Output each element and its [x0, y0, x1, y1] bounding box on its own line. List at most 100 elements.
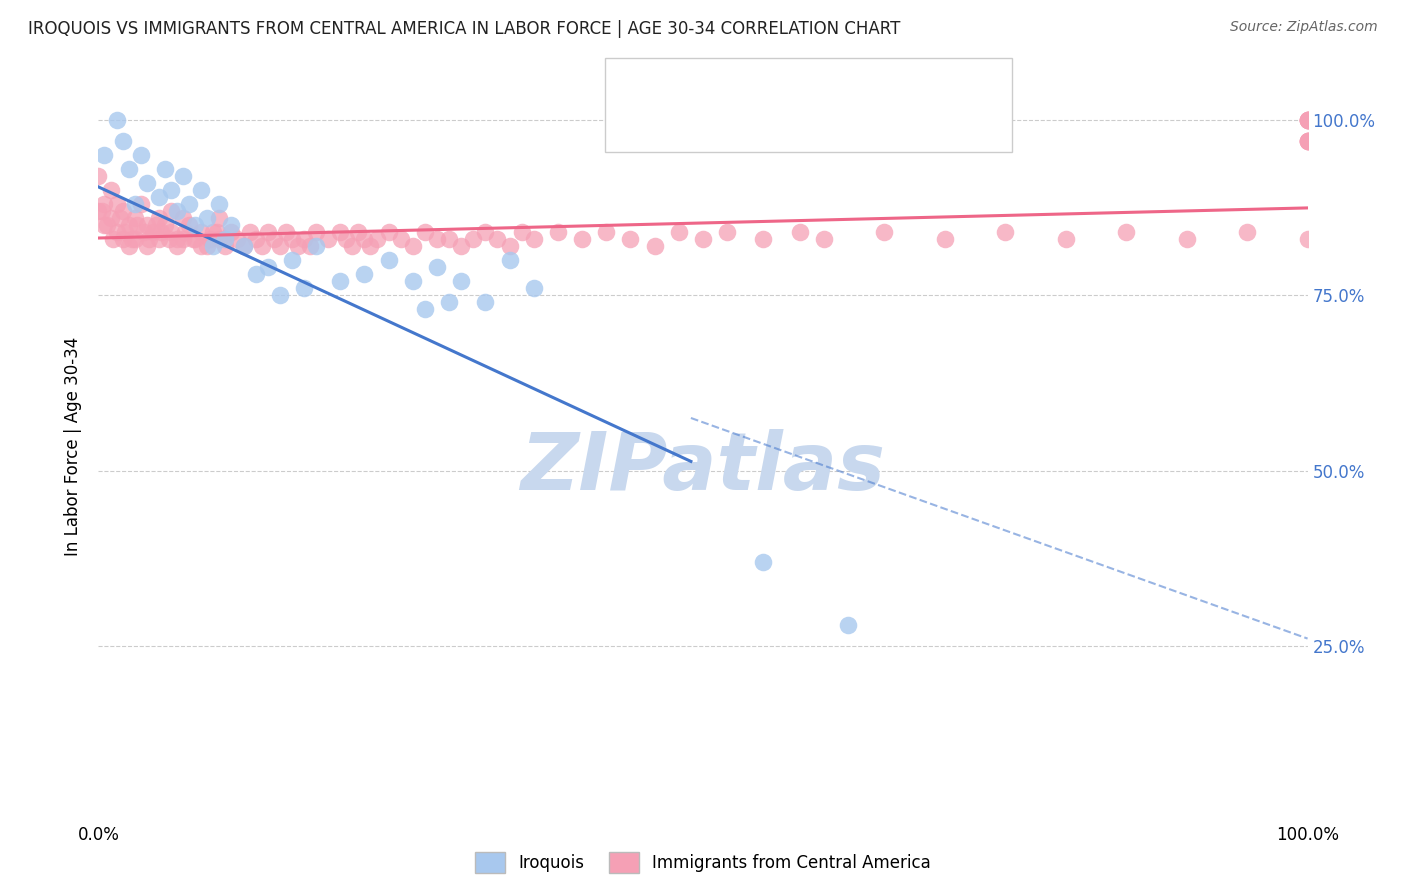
Point — [100, 183, 122, 197]
Point — [129, 148, 152, 162]
Point — [135, 219, 157, 233]
Point — [486, 232, 509, 246]
Point — [135, 177, 157, 191]
Point — [118, 239, 141, 253]
Text: N =: N = — [790, 114, 842, 132]
Point — [172, 211, 194, 226]
Point — [274, 226, 297, 240]
Point — [100, 211, 122, 226]
Point — [934, 232, 956, 246]
Point — [221, 219, 243, 233]
Point — [813, 232, 835, 246]
Point — [214, 232, 236, 246]
Point — [413, 302, 436, 317]
Point — [179, 219, 201, 233]
Point — [1054, 232, 1077, 246]
Point — [474, 295, 496, 310]
Point — [498, 253, 520, 268]
Point — [226, 232, 249, 246]
Point — [134, 226, 156, 240]
Text: 40: 40 — [839, 77, 865, 95]
Point — [692, 232, 714, 246]
Point — [166, 204, 188, 219]
Point — [245, 268, 267, 282]
Point — [510, 226, 533, 240]
Point — [360, 239, 382, 253]
Point — [1296, 135, 1319, 149]
Point — [347, 226, 370, 240]
Point — [114, 226, 136, 240]
Text: IROQUOIS VS IMMIGRANTS FROM CENTRAL AMERICA IN LABOR FORCE | AGE 30-34 CORRELATI: IROQUOIS VS IMMIGRANTS FROM CENTRAL AMER… — [28, 20, 900, 37]
Point — [232, 239, 254, 253]
Point — [377, 253, 399, 268]
Point — [1296, 135, 1319, 149]
Point — [1296, 113, 1319, 128]
Point — [353, 268, 375, 282]
Point — [172, 232, 194, 246]
Point — [426, 232, 449, 246]
Point — [281, 253, 304, 268]
Point — [287, 239, 309, 253]
Point — [547, 226, 569, 240]
Point — [402, 275, 425, 289]
Point — [142, 226, 165, 240]
Point — [668, 226, 690, 240]
Point — [118, 219, 141, 233]
Point — [269, 239, 291, 253]
Point — [87, 169, 110, 184]
Point — [160, 183, 183, 197]
Point — [571, 232, 593, 246]
Point — [256, 226, 278, 240]
Text: 0.260: 0.260 — [707, 114, 763, 132]
Point — [269, 288, 291, 302]
Point — [111, 204, 134, 219]
Point — [250, 239, 273, 253]
Text: 119: 119 — [839, 114, 877, 132]
Point — [208, 211, 231, 226]
Point — [366, 232, 388, 246]
Point — [281, 232, 304, 246]
Point — [87, 204, 110, 219]
Point — [752, 555, 775, 569]
Point — [335, 232, 357, 246]
Point — [202, 226, 225, 240]
Point — [124, 232, 146, 246]
Y-axis label: In Labor Force | Age 30-34: In Labor Force | Age 30-34 — [65, 336, 83, 556]
Point — [190, 239, 212, 253]
Point — [129, 197, 152, 211]
Point — [93, 219, 115, 233]
Point — [93, 197, 115, 211]
Point — [305, 226, 328, 240]
Point — [1296, 113, 1319, 128]
Point — [118, 162, 141, 177]
Point — [166, 232, 188, 246]
Point — [413, 226, 436, 240]
Point — [160, 226, 183, 240]
Point — [342, 239, 364, 253]
Text: Source: ZipAtlas.com: Source: ZipAtlas.com — [1230, 20, 1378, 34]
Point — [153, 162, 176, 177]
Point — [93, 148, 115, 162]
Point — [523, 281, 546, 295]
Point — [1296, 113, 1319, 128]
Point — [184, 219, 207, 233]
Point — [111, 135, 134, 149]
Point — [239, 226, 262, 240]
Point — [190, 183, 212, 197]
Point — [195, 211, 218, 226]
Point — [292, 232, 315, 246]
Point — [166, 239, 188, 253]
Point — [837, 617, 859, 632]
Point — [1296, 135, 1319, 149]
Point — [1236, 226, 1258, 240]
Point — [105, 197, 128, 211]
Point — [138, 232, 160, 246]
Point — [245, 232, 267, 246]
Point — [135, 239, 157, 253]
Point — [111, 232, 134, 246]
Point — [389, 232, 412, 246]
Point — [157, 232, 180, 246]
Text: -0.512: -0.512 — [707, 77, 772, 95]
Point — [91, 204, 114, 219]
Point — [124, 211, 146, 226]
